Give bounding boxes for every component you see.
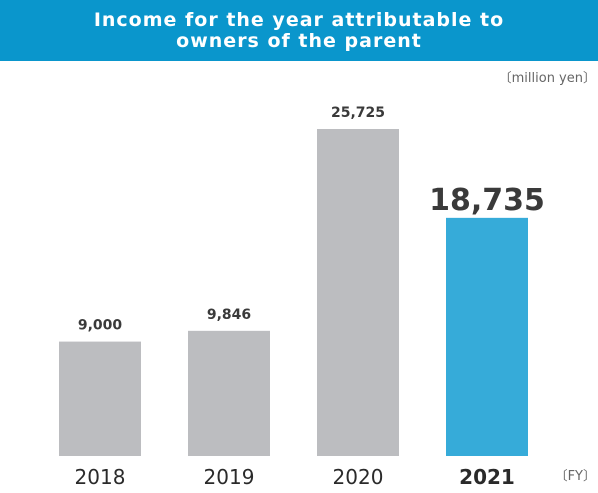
chart-title-bar: Income for the year attributable to owne… (0, 0, 598, 61)
value-label-2019: 9,846 (207, 307, 251, 323)
value-label-2021: 18,735 (429, 183, 545, 218)
bar-2019 (188, 330, 270, 456)
category-label-2021: 2021 (459, 465, 515, 489)
category-label-2019: 2019 (204, 465, 255, 489)
value-label-2020: 25,725 (331, 105, 385, 121)
category-label-2020: 2020 (333, 465, 384, 489)
chart-title-line-2: owners of the parent (176, 29, 422, 52)
unit-label: 〔million yen〕 (498, 71, 596, 86)
value-label-2018: 9,000 (78, 318, 123, 334)
bar-2021 (446, 217, 528, 456)
fiscal-year-unit-label: 〔FY〕 (554, 469, 596, 484)
chart-title-line-1: Income for the year attributable to (93, 8, 505, 31)
bar-2018 (59, 341, 141, 456)
bar-2020 (317, 129, 399, 456)
category-label-2018: 2018 (75, 465, 126, 489)
